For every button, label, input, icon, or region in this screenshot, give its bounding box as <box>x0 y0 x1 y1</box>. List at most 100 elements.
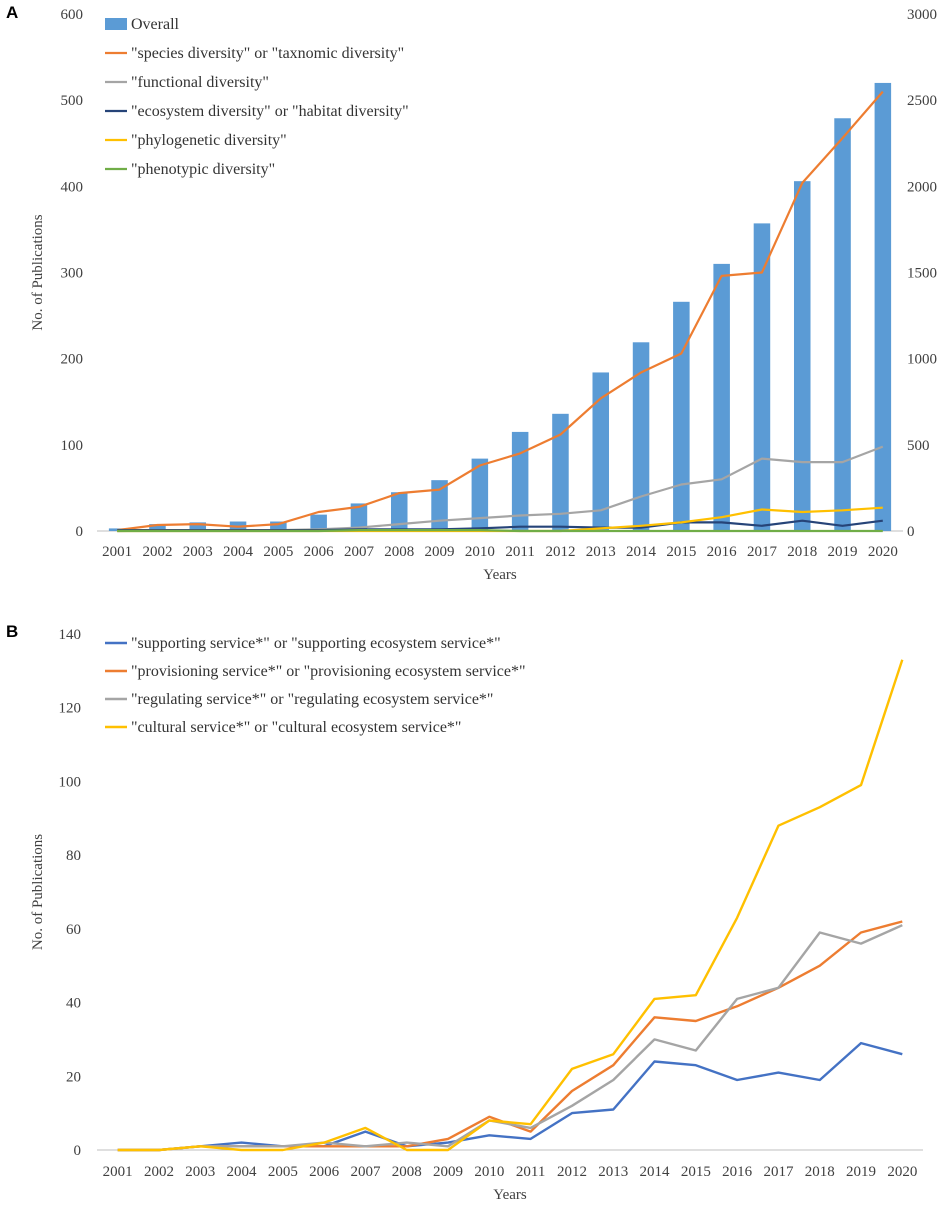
legend-swatch <box>105 18 127 30</box>
x-tick-label: 2009 <box>425 544 455 560</box>
y-tick-label: 100 <box>59 774 82 790</box>
x-tick-label: 2009 <box>433 1164 463 1180</box>
x-tick-label: 2003 <box>185 1164 215 1180</box>
y-tick-label: 300 <box>61 266 84 282</box>
legend-label: "provisioning service*" or "provisioning… <box>131 663 526 680</box>
bar <box>511 431 529 531</box>
y-tick-label: 0 <box>74 1143 82 1159</box>
bar <box>834 118 851 532</box>
x-tick-label: 2016 <box>707 544 738 560</box>
bar <box>632 342 650 531</box>
bar <box>390 492 408 531</box>
bar <box>673 301 690 531</box>
x-tick-label: 2004 <box>223 544 254 560</box>
x-tick-label: 2006 <box>309 1164 340 1180</box>
x-tick-label: 2001 <box>103 1164 133 1180</box>
x-tick-label: 2014 <box>626 544 657 560</box>
bar <box>431 480 448 531</box>
x-tick-label: 2011 <box>505 544 534 560</box>
x-tick-label: 2010 <box>474 1164 504 1180</box>
legend-label: "phylogenetic diversity" <box>131 132 287 149</box>
legend-label: "species diversity" or "taxnomic diversi… <box>131 45 404 62</box>
x-tick-label: 2008 <box>392 1164 422 1180</box>
x-tick-label: 2007 <box>350 1164 381 1180</box>
x-tick-label: 2002 <box>144 1164 174 1180</box>
y2-tick-label: 0 <box>907 524 915 540</box>
series-line <box>117 920 903 1152</box>
legend-label: "regulating service*" or "regulating eco… <box>131 691 493 708</box>
y-axis-title: No. of Publications <box>30 214 46 330</box>
y2-tick-label: 2500 <box>907 93 937 109</box>
x-tick-label: 2002 <box>142 544 172 560</box>
bar <box>350 503 368 531</box>
x-tick-label: 2019 <box>828 544 858 560</box>
x-tick-label: 2017 <box>763 1164 794 1180</box>
bar <box>149 524 166 531</box>
y-tick-label: 120 <box>59 701 82 717</box>
y-axis-title: No. of Publications <box>30 834 46 950</box>
y2-tick-label: 3000 <box>907 7 937 23</box>
y-tick-label: 0 <box>76 524 84 540</box>
bar <box>753 223 771 531</box>
x-tick-label: 2017 <box>747 544 778 560</box>
x-tick-label: 2018 <box>787 544 817 560</box>
legend-label: "ecosystem diversity" or "habitat divers… <box>131 103 409 120</box>
bar <box>793 181 811 531</box>
panel-a-label: A <box>6 3 19 22</box>
x-axis-title: Years <box>493 1187 527 1203</box>
x-tick-label: 2020 <box>887 1164 917 1180</box>
y2-tick-label: 500 <box>907 438 930 454</box>
legend-label: "functional diversity" <box>131 74 269 91</box>
legend-label: "supporting service*" or "supporting eco… <box>131 635 501 652</box>
y-tick-label: 400 <box>61 179 84 195</box>
chart-a: 0 100 200 300 400 500 600 0 500 1000 1500 2000 2500 3… <box>30 7 937 583</box>
x-tick-label: 2012 <box>545 544 575 560</box>
y-tick-label: 500 <box>61 93 84 109</box>
y-tick-label: 20 <box>66 1069 81 1085</box>
x-tick-label: 2006 <box>304 544 335 560</box>
series-line <box>117 90 884 532</box>
y-tick-label: 80 <box>66 848 81 864</box>
x-tick-label: 2015 <box>681 1164 711 1180</box>
panel-b-label: B <box>6 622 19 641</box>
x-tick-label: 2005 <box>263 544 293 560</box>
y2-tick-label: 1500 <box>907 266 937 282</box>
x-tick-label: 2004 <box>227 1164 258 1180</box>
x-tick-label: 2013 <box>598 1164 628 1180</box>
x-axis-title: Years <box>483 567 517 583</box>
legend-label: Overall <box>131 16 180 33</box>
bar <box>874 82 892 531</box>
x-tick-label: 2005 <box>268 1164 298 1180</box>
x-tick-label: 2001 <box>102 544 132 560</box>
bar <box>713 263 730 531</box>
series-line <box>117 924 903 1152</box>
x-tick-label: 2014 <box>640 1164 671 1180</box>
x-tick-label: 2013 <box>586 544 616 560</box>
y-tick-label: 60 <box>66 922 81 938</box>
y-tick-label: 600 <box>61 7 84 23</box>
x-tick-label: 2019 <box>846 1164 876 1180</box>
x-tick-label: 2003 <box>183 544 213 560</box>
legend-label: "cultural service*" or "cultural ecosyst… <box>131 719 461 736</box>
series-line <box>117 1041 903 1152</box>
x-tick-label: 2010 <box>465 544 495 560</box>
bar <box>189 522 207 531</box>
x-tick-label: 2012 <box>557 1164 587 1180</box>
series-line <box>117 659 904 1152</box>
y-tick-label: 40 <box>66 996 81 1012</box>
y-tick-label: 200 <box>61 352 84 368</box>
x-tick-label: 2011 <box>516 1164 545 1180</box>
legend-label: "phenotypic diversity" <box>131 161 275 178</box>
x-tick-label: 2008 <box>384 544 414 560</box>
x-tick-label: 2016 <box>722 1164 753 1180</box>
bar <box>471 458 489 531</box>
y-tick-label: 140 <box>59 627 82 643</box>
x-tick-label: 2007 <box>344 544 375 560</box>
y2-tick-label: 2000 <box>907 179 937 195</box>
x-tick-label: 2015 <box>666 544 696 560</box>
bar <box>270 521 287 531</box>
bar <box>592 372 610 531</box>
x-tick-label: 2018 <box>805 1164 835 1180</box>
series-line <box>117 528 883 533</box>
